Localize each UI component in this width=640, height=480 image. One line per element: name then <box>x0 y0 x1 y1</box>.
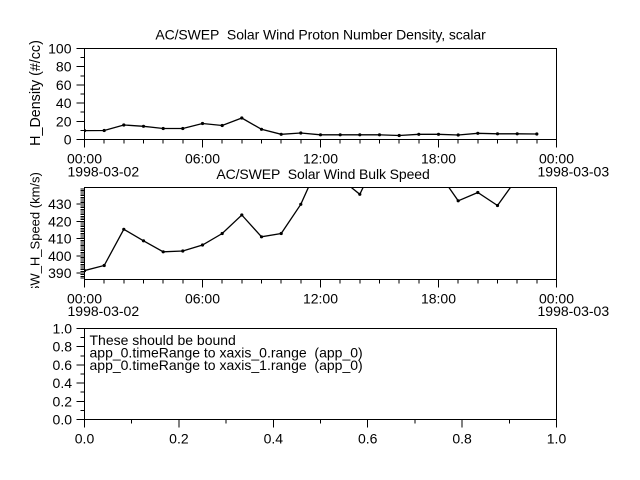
svg-text:0.2: 0.2 <box>53 393 73 409</box>
svg-text:1.0: 1.0 <box>547 431 567 447</box>
svg-text:1998-03-02: 1998-03-02 <box>68 164 140 180</box>
svg-text:20: 20 <box>56 113 72 129</box>
svg-text:0.8: 0.8 <box>452 431 472 447</box>
svg-text:0.0: 0.0 <box>53 412 73 428</box>
svg-text:1.0: 1.0 <box>53 321 73 337</box>
svg-text:AC/SWEP Solar Wind Proton Num: AC/SWEP Solar Wind Proton Number Density… <box>155 27 486 43</box>
svg-text:1998-03-02: 1998-03-02 <box>68 303 140 319</box>
svg-text:80: 80 <box>56 59 72 75</box>
svg-text:00:00: 00:00 <box>539 150 574 166</box>
svg-text:40: 40 <box>56 95 72 111</box>
svg-text:100: 100 <box>48 41 72 57</box>
svg-text:AC/SWEP Solar Wind Bulk Speed: AC/SWEP Solar Wind Bulk Speed <box>216 166 429 182</box>
svg-text:00:00: 00:00 <box>539 291 574 307</box>
svg-text:00:00: 00:00 <box>67 150 102 166</box>
svg-text:0.2: 0.2 <box>169 431 189 447</box>
svg-text:H_Density (#/cc): H_Density (#/cc) <box>28 40 44 146</box>
svg-text:app_0.timeRange to xaxis_0.ran: app_0.timeRange to xaxis_0.range (app_0) <box>90 345 363 361</box>
svg-text:400: 400 <box>48 248 72 264</box>
svg-text:18:00: 18:00 <box>421 150 456 166</box>
svg-text:18:00: 18:00 <box>421 291 456 307</box>
svg-text:0.6: 0.6 <box>53 357 73 373</box>
svg-text:12:00: 12:00 <box>303 291 338 307</box>
svg-text:These should be bound: These should be bound <box>90 332 236 348</box>
svg-text:06:00: 06:00 <box>185 291 220 307</box>
svg-text:1998-03-03: 1998-03-03 <box>538 303 610 319</box>
svg-text:60: 60 <box>56 77 72 93</box>
svg-text:430: 430 <box>48 196 72 212</box>
svg-text:0.6: 0.6 <box>358 431 378 447</box>
svg-text:410: 410 <box>48 231 72 247</box>
svg-text:0.0: 0.0 <box>75 431 95 447</box>
svg-text:1998-03-03: 1998-03-03 <box>538 164 610 180</box>
svg-text:app_0.timeRange to xaxis_1.ran: app_0.timeRange to xaxis_1.range (app_0) <box>90 357 363 373</box>
svg-text:06:00: 06:00 <box>185 150 220 166</box>
svg-text:0.4: 0.4 <box>53 375 73 391</box>
svg-text:00:00: 00:00 <box>67 291 102 307</box>
svg-text:0.4: 0.4 <box>264 431 284 447</box>
svg-text:420: 420 <box>48 213 72 229</box>
svg-text:12:00: 12:00 <box>303 150 338 166</box>
svg-text:390: 390 <box>48 265 72 281</box>
svg-text:SW_H_Speed (km/s): SW_H_Speed (km/s) <box>28 172 43 294</box>
svg-text:0: 0 <box>64 132 72 148</box>
svg-text:0.8: 0.8 <box>53 339 73 355</box>
